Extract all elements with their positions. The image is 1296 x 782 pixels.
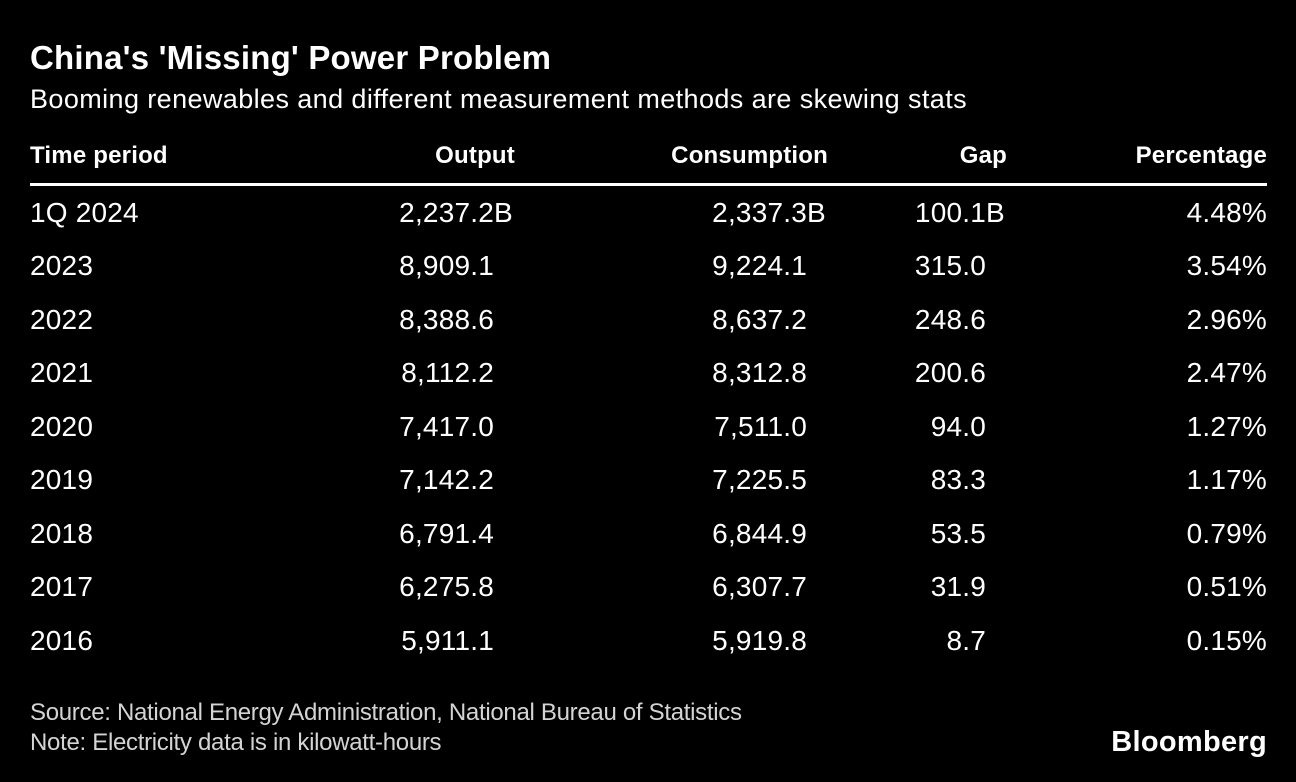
percentage-cell: 2.47% [1186,357,1267,389]
bloomberg-logo: Bloomberg [1111,726,1267,759]
consumption-cell: 8,312.8 [712,357,807,389]
gap-cell: 200.6 [914,357,986,389]
output-cell: 7,142.2 [399,464,494,496]
output-cell: 7,417.0 [399,410,494,442]
percentage-cell: 3.54% [1186,250,1267,282]
gap-cell: 31.9 [930,571,986,603]
source-line: Source: National Energy Administration, … [30,699,742,727]
chart-subtitle: Booming renewables and different measure… [30,84,967,115]
consumption-cell: 9,224.1 [712,250,807,282]
column-header-consumption: Consumption [671,141,828,169]
gap-cell: 248.6 [914,303,986,335]
table-row: 2017 6,275.8 6,307.7 31.9 0.51% [30,560,1267,614]
consumption-cell: 8,637.2 [712,303,807,335]
column-header-time-period: Time period [30,141,168,169]
table-row: 2020 7,417.0 7,511.0 94.0 1.27% [30,400,1267,454]
percentage-cell: 0.79% [1186,517,1267,549]
consumption-cell: 2,337.3B [515,197,828,229]
percentage-cell: 1.27% [1186,410,1267,442]
gap-cell: 8.7 [946,624,986,656]
gap-cell: 100.1B [828,197,1007,229]
footer-notes: Source: National Energy Administration, … [30,698,742,758]
output-cell: 6,791.4 [399,517,494,549]
output-cell: 8,388.6 [399,303,494,335]
table-row: 2018 6,791.4 6,844.9 53.5 0.79% [30,507,1267,561]
output-cell: 8,112.2 [401,357,494,389]
output-cell: 6,275.8 [399,571,494,603]
output-cell: 8,909.1 [399,250,494,282]
consumption-cell: 5,919.8 [712,624,807,656]
gap-cell: 315.0 [914,250,986,282]
period-cell: 2016 [30,624,94,656]
data-table: Time period Output Consumption Gap Perce… [30,142,1267,668]
percentage-cell: 2.96% [1186,303,1267,335]
table-body: 1Q 2024 2,237.2B 2,337.3B 100.1B 4.48% 2… [30,186,1267,668]
gap-cell: 53.5 [930,517,986,549]
period-cell: 2018 [30,517,94,549]
gap-cell: 83.3 [930,464,986,496]
percentage-cell: 4.48% [1186,196,1267,228]
output-cell: 5,911.1 [401,624,494,656]
output-cell: 2,237.2B [190,197,515,229]
table-row: 2023 8,909.1 9,224.1 315.0 3.54% [30,239,1267,293]
consumption-cell: 7,511.0 [714,410,807,442]
percentage-cell: 1.17% [1186,464,1267,496]
billions-suffix: B [986,196,1005,228]
consumption-cell: 6,844.9 [712,517,807,549]
chart-footer: Source: National Energy Administration, … [30,698,1267,758]
billions-suffix: B [494,196,513,228]
billions-suffix: B [807,196,826,228]
table-row: 2016 5,911.1 5,919.8 8.7 0.15% [30,614,1267,668]
column-header-output: Output [435,141,515,169]
period-cell: 2019 [30,464,94,496]
percentage-cell: 0.15% [1186,624,1267,656]
table-row: 2019 7,142.2 7,225.5 83.3 1.17% [30,453,1267,507]
chart-title: China's 'Missing' Power Problem [30,39,552,76]
period-cell: 2023 [30,250,94,282]
gap-cell: 94.0 [930,410,986,442]
table-header-row: Time period Output Consumption Gap Perce… [30,142,1267,186]
table-row: 1Q 2024 2,237.2B 2,337.3B 100.1B 4.48% [30,186,1267,240]
percentage-cell: 0.51% [1186,571,1267,603]
column-header-percentage: Percentage [1135,141,1267,169]
consumption-cell: 6,307.7 [712,571,807,603]
period-cell: 2017 [30,571,94,603]
column-header-gap: Gap [959,141,1007,169]
period-cell: 2021 [30,357,94,389]
period-cell: 1Q 2024 [30,196,139,228]
period-cell: 2022 [30,303,94,335]
table-row: 2021 8,112.2 8,312.8 200.6 2.47% [30,346,1267,400]
unit-note-line: Note: Electricity data is in kilowatt-ho… [30,729,442,757]
table-row: 2022 8,388.6 8,637.2 248.6 2.96% [30,293,1267,347]
consumption-cell: 7,225.5 [712,464,807,496]
period-cell: 2020 [30,410,94,442]
